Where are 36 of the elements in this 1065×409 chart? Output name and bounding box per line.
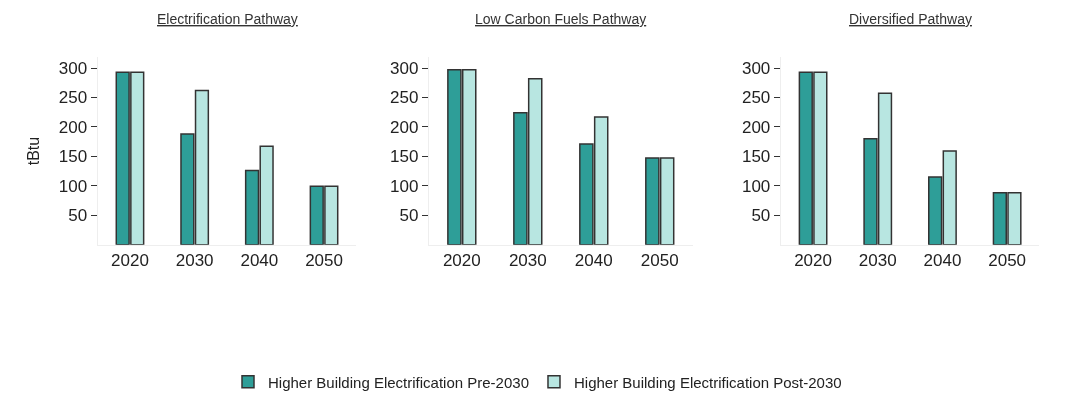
y-tick-label: 200 bbox=[741, 117, 771, 137]
x-tick-label: 2050 bbox=[305, 251, 343, 271]
chart-title: Electrification Pathway bbox=[157, 11, 298, 27]
y-tick-label: 250 bbox=[58, 88, 88, 108]
legend-label: Higher Building Electrification Post-2030 bbox=[573, 373, 842, 391]
y-tick-label: 50 bbox=[68, 206, 88, 226]
x-tick-label: 2030 bbox=[858, 251, 897, 271]
y-tick-label: 300 bbox=[390, 58, 419, 78]
legend-label: Higher Building Electrification Pre-2030 bbox=[268, 373, 529, 391]
y-tick-label: 100 bbox=[390, 176, 419, 196]
y-tick-label: 300 bbox=[58, 58, 88, 78]
y-tick-label: 200 bbox=[390, 117, 419, 137]
chart-title: Diversified Pathway bbox=[849, 11, 972, 27]
x-tick-label: 2020 bbox=[111, 251, 149, 271]
y-tick-label: 250 bbox=[741, 88, 771, 108]
y-tick-label: 100 bbox=[741, 176, 771, 196]
y-tick-label: 250 bbox=[390, 88, 419, 108]
x-tick-label: 2040 bbox=[923, 251, 962, 271]
y-tick-label: 150 bbox=[741, 147, 771, 167]
chart-title: Low Carbon Fuels Pathway bbox=[475, 11, 647, 27]
x-tick-label: 2020 bbox=[794, 251, 832, 271]
y-tick-label: 50 bbox=[751, 206, 771, 226]
x-tick-label: 2030 bbox=[175, 251, 214, 271]
x-tick-label: 2030 bbox=[508, 251, 547, 271]
y-tick-label: 100 bbox=[58, 176, 88, 196]
y-tick-label: 150 bbox=[58, 147, 88, 167]
y-tick-label: 200 bbox=[58, 117, 88, 137]
y-tick-label: 50 bbox=[399, 206, 419, 226]
x-tick-label: 2020 bbox=[442, 251, 481, 271]
y-axis-title: tBtu bbox=[24, 136, 42, 166]
x-tick-label: 2040 bbox=[240, 251, 279, 271]
y-tick-label: 300 bbox=[741, 58, 771, 78]
y-tick-label: 150 bbox=[390, 147, 419, 167]
x-tick-label: 2050 bbox=[988, 251, 1027, 271]
x-tick-label: 2040 bbox=[574, 251, 613, 271]
x-tick-label: 2050 bbox=[640, 251, 679, 271]
